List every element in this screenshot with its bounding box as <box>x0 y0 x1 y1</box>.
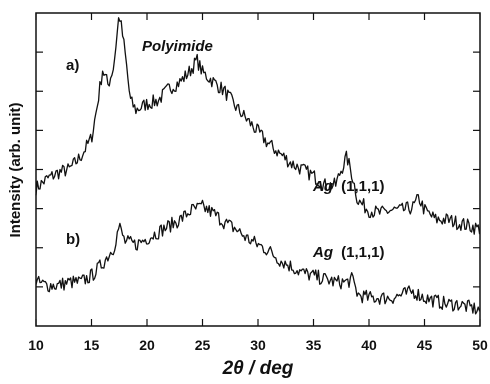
series-line-a <box>35 17 481 235</box>
ag-element-b: Ag <box>312 244 333 261</box>
x-tick-label: 20 <box>139 337 155 353</box>
x-tick-label: 30 <box>250 337 266 353</box>
y-axis-title: Intensity (arb. unit) <box>7 102 24 237</box>
x-axis-title: 2θ / deg <box>222 358 294 379</box>
plot-frame <box>35 12 481 327</box>
ag-index-a: (1,1,1) <box>341 178 384 195</box>
series-b-label: b) <box>66 231 80 248</box>
polyimide-label: Polyimide <box>142 38 213 55</box>
ag-index-b: (1,1,1) <box>341 244 384 261</box>
x-tick-label: 45 <box>417 337 433 353</box>
x-tick-label: 40 <box>361 337 377 353</box>
series-group <box>35 17 481 315</box>
x-tick-label: 35 <box>306 337 322 353</box>
tick-group: 10 15 20 25 30 35 40 45 50 <box>28 13 488 353</box>
x-tick-label: 25 <box>195 337 211 353</box>
x-tick-label: 50 <box>472 337 488 353</box>
series-a-label: a) <box>66 57 79 74</box>
ag-peak-label-b: Ag (1,1,1) <box>312 244 385 261</box>
x-tick-label: 10 <box>28 337 44 353</box>
series-line-b <box>35 199 481 315</box>
ag-peak-label-a: Ag (1,1,1) <box>312 178 385 195</box>
ag-element-a: Ag <box>312 178 333 195</box>
x-tick-label: 15 <box>84 337 100 353</box>
